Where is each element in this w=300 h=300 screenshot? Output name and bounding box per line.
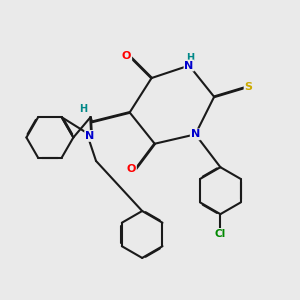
Text: H: H — [187, 53, 195, 63]
Text: N: N — [85, 131, 94, 141]
Text: N: N — [184, 61, 194, 70]
Text: S: S — [244, 82, 253, 92]
Text: H: H — [79, 104, 87, 114]
Text: O: O — [127, 164, 136, 174]
Text: Cl: Cl — [215, 229, 226, 239]
Text: N: N — [191, 129, 200, 140]
Text: O: O — [122, 51, 131, 61]
